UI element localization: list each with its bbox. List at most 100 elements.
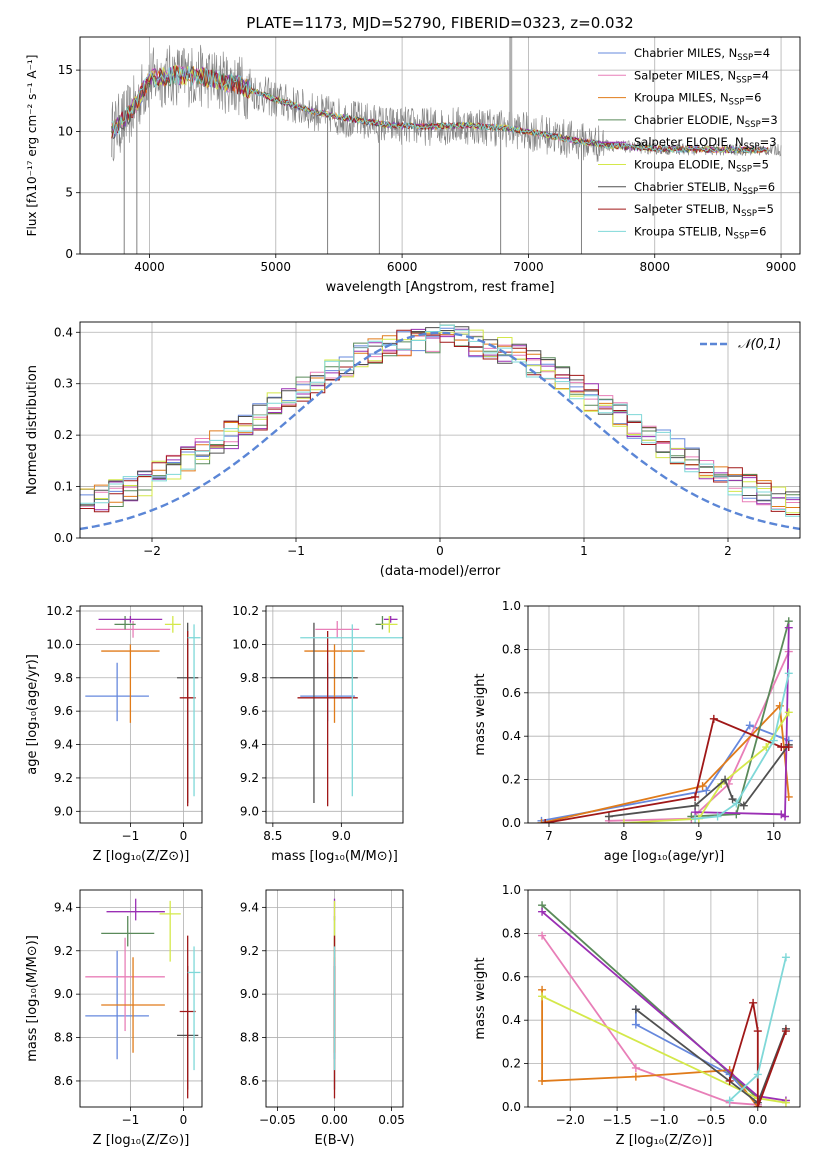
data-point xyxy=(85,937,165,1032)
axes-frame xyxy=(79,889,203,1108)
weight-marker xyxy=(709,714,718,723)
weight-marker xyxy=(728,795,737,804)
panel-mass_vs_ebv: −0.05 0.00 0.05 8.6 8.8 9.0 9.2 9.4 E(B-V) xyxy=(240,889,405,1148)
model-fit-line xyxy=(111,65,769,154)
weight-marker xyxy=(537,819,546,823)
y-tick-label: 0.2 xyxy=(502,1057,521,1071)
plot-area xyxy=(85,616,201,807)
y-tick-label: 9.0 xyxy=(54,804,73,818)
weight-series xyxy=(541,935,758,1106)
legend-subscript: SSP xyxy=(736,75,752,85)
legend-entry: Kroupa MILES, NSSP=6 xyxy=(634,91,761,108)
weight-marker xyxy=(739,801,748,810)
weight-marker xyxy=(631,1063,640,1072)
weight-series xyxy=(541,724,790,822)
weight-marker xyxy=(781,953,790,962)
y-tick-label: 9.2 xyxy=(240,944,259,958)
weight-marker xyxy=(538,1076,547,1085)
plot-area xyxy=(537,617,793,823)
panel-age_vs_Z: −1 0 9.0 9.2 9.4 9.6 9.8 10.0 10.2 Z [log₁₀(Z/Z⊙)… xyxy=(25,604,203,864)
weight-marker xyxy=(541,819,550,823)
weight-marker xyxy=(538,992,547,1001)
weight-marker xyxy=(781,1027,790,1036)
weight-marker xyxy=(749,998,758,1007)
y-tick-label: 0.8 xyxy=(502,642,521,656)
legend-subscript: SSP xyxy=(736,165,752,175)
y-axis-label: Flux [fλ10⁻¹⁷ erg cm⁻² s⁻¹ A⁻¹] xyxy=(25,55,39,237)
y-tick-label: 9.2 xyxy=(54,944,73,958)
x-axis-label: E(B-V) xyxy=(314,1133,354,1148)
data-point xyxy=(300,624,403,797)
y-tick-label: 0.0 xyxy=(502,816,521,830)
y-tick-label: 9.8 xyxy=(240,671,259,685)
axes-frame xyxy=(79,36,801,255)
x-tick-label: −1.0 xyxy=(649,1113,678,1127)
weight-series xyxy=(541,989,759,1107)
legend-label: Kroupa STELIB, N xyxy=(634,224,734,238)
y-tick-label: 9.4 xyxy=(240,738,259,752)
legend-subscript: SSP xyxy=(729,98,745,108)
data-point xyxy=(187,624,201,797)
x-tick-label: 0.05 xyxy=(378,1113,405,1127)
x-axis-label: wavelength [Angstrom, rest frame] xyxy=(326,280,555,295)
y-axis-label: mass weight xyxy=(473,957,488,1039)
weight-marker xyxy=(604,812,613,821)
data-point xyxy=(375,616,390,630)
weight-marker xyxy=(781,812,790,821)
weight-marker xyxy=(538,931,547,940)
x-tick-label: −1.5 xyxy=(603,1113,632,1127)
x-tick-label: 9 xyxy=(695,829,703,843)
y-tick-label: 0.0 xyxy=(54,531,73,545)
data-point xyxy=(381,616,398,633)
x-axis-label: (data-model)/error xyxy=(380,564,501,579)
weight-marker xyxy=(691,792,700,801)
y-tick-label: 9.0 xyxy=(54,987,73,1001)
legend-value: =6 xyxy=(744,91,761,105)
y-tick-label: 10.0 xyxy=(46,637,73,651)
model-fit-line xyxy=(111,65,769,155)
x-axis-label: Z [log₁₀(Z/Z⊙)] xyxy=(93,1133,190,1148)
weight-marker xyxy=(631,1072,640,1081)
axes-frame xyxy=(79,321,801,539)
plot-area xyxy=(538,901,790,1107)
x-tick-label: −1 xyxy=(122,1113,140,1127)
y-tick-label: 9.0 xyxy=(240,804,259,818)
panel-mass_vs_Z: −1 0 8.6 8.8 9.0 9.2 9.4 Z [log₁₀(Z/Z⊙)] mass [l… xyxy=(25,889,203,1148)
data-point xyxy=(179,631,196,807)
x-tick-label: 0 xyxy=(180,1113,188,1127)
legend-entry: Chabrier STELIB, NSSP=6 xyxy=(634,180,775,197)
axes-frame xyxy=(79,605,203,824)
legend: 𝒩(0,1) xyxy=(700,337,781,352)
x-axis-label: Z [log₁₀(Z/Z⊙)] xyxy=(93,849,190,864)
y-tick-label: 8.6 xyxy=(240,1074,259,1088)
data-point xyxy=(179,935,196,1099)
legend-entry: 𝒩(0,1) xyxy=(738,337,781,352)
plot-area xyxy=(80,324,800,531)
weight-series xyxy=(695,627,790,819)
weight-series xyxy=(541,703,790,823)
y-tick-label: 1.0 xyxy=(502,599,521,613)
legend-label: Salpeter MILES, N xyxy=(634,68,736,82)
y-tick-label: 8.8 xyxy=(240,1031,259,1045)
panel-spectrum: 4000 5000 6000 7000 8000 9000 0 5 10 15 wavelength… xyxy=(25,36,801,295)
data-point xyxy=(114,616,136,630)
weight-series xyxy=(623,711,790,823)
y-tick-label: 10.2 xyxy=(46,604,73,618)
y-tick-label: 0.6 xyxy=(502,970,521,984)
weight-marker xyxy=(631,1005,640,1014)
x-tick-label: 8 xyxy=(620,829,628,843)
x-tick-label: 0.0 xyxy=(748,1113,767,1127)
x-tick-label: 7 xyxy=(545,829,553,843)
x-tick-label: −1 xyxy=(122,829,140,843)
y-tick-label: 0.6 xyxy=(502,686,521,700)
legend-value: =3 xyxy=(760,135,777,149)
weight-marker xyxy=(753,1027,762,1036)
x-tick-label: 9000 xyxy=(766,260,797,274)
y-axis-label: Normed distribution xyxy=(25,365,40,495)
legend-label: Chabrier STELIB, N xyxy=(634,180,742,194)
y-axis-label: age [log₁₀(age/yr)] xyxy=(25,654,40,775)
data-point xyxy=(101,916,155,947)
data-point xyxy=(187,946,201,1071)
